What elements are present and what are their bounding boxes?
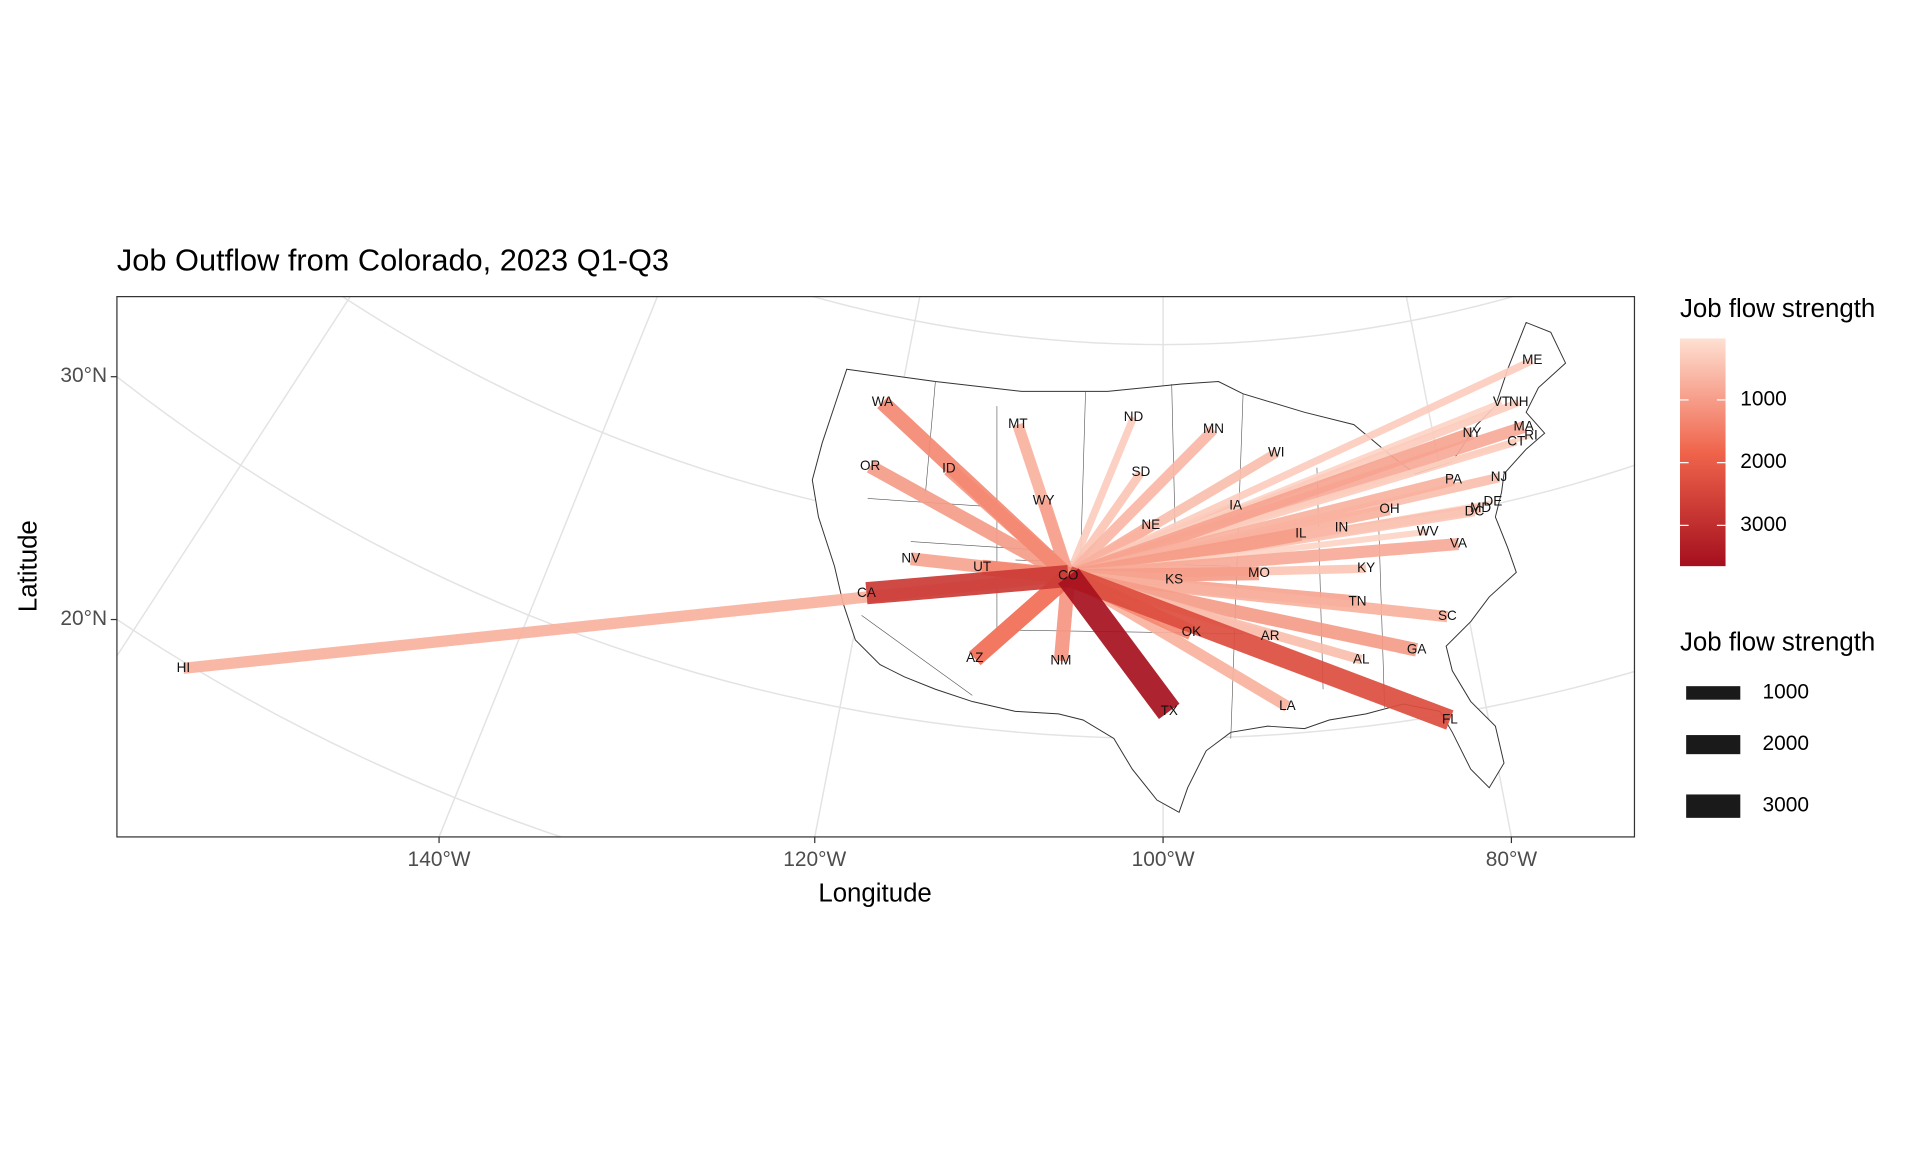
grid-line: [116, 618, 564, 837]
state-label: DE: [1484, 494, 1503, 509]
state-label: NH: [1509, 394, 1529, 409]
state-label: NM: [1050, 653, 1071, 668]
state-label: WV: [1417, 523, 1439, 538]
state-label: AZ: [966, 650, 983, 665]
state-label: NE: [1141, 517, 1160, 532]
color-legend-title: Job flow strength: [1680, 295, 1875, 323]
x-axis-label: Longitude: [818, 880, 931, 908]
state-label: KY: [1357, 560, 1375, 575]
state-label: ID: [942, 461, 956, 476]
colorbar: [1680, 338, 1726, 567]
colorbar-label: 1000: [1740, 387, 1787, 410]
colorbar-label: 2000: [1740, 450, 1787, 473]
y-axis-label: Latitude: [14, 520, 42, 612]
state-label: IN: [1335, 520, 1349, 535]
origin-label: CO: [1058, 568, 1078, 583]
legend: 1000 2000 3000 1000 2000 3000: [1680, 338, 1809, 818]
graticule-line: [116, 296, 352, 658]
grid-line: [813, 296, 921, 837]
state-label: ME: [1522, 352, 1542, 367]
flow-line: [1064, 425, 1218, 580]
flow-line: [866, 460, 1072, 582]
grid-line: [1405, 296, 1513, 837]
colorbar-label: 3000: [1740, 513, 1787, 536]
flow-line: [1064, 415, 1137, 578]
state-label: WI: [1268, 445, 1285, 460]
flow-line: [1066, 357, 1534, 580]
state-label: WY: [1033, 493, 1055, 508]
state-label: OH: [1379, 501, 1399, 516]
state-label: SD: [1132, 464, 1151, 479]
state-label: HI: [177, 660, 191, 675]
size-label: 2000: [1762, 732, 1809, 755]
state-label: MN: [1203, 421, 1224, 436]
state-label: PA: [1445, 472, 1462, 487]
state-label: IA: [1229, 497, 1242, 512]
state-label: OR: [860, 458, 881, 473]
size-key: [1686, 735, 1741, 755]
flow-line: [968, 569, 1075, 666]
state-label: SC: [1438, 608, 1457, 623]
state-label: DC: [1465, 504, 1485, 519]
state-label: RI: [1524, 427, 1538, 442]
state-label: CT: [1507, 433, 1525, 448]
state-label: OK: [1182, 624, 1202, 639]
x-tick-label: 80°W: [1486, 848, 1538, 871]
size-label: 3000: [1762, 794, 1809, 817]
state-label: GA: [1407, 641, 1427, 656]
state-label: VA: [1450, 536, 1467, 551]
x-tick-label: 120°W: [783, 848, 846, 871]
state-label: CA: [857, 585, 876, 600]
flow-line: [865, 564, 1070, 605]
state-label: FL: [1442, 712, 1458, 727]
state-label: UT: [973, 559, 991, 574]
y-tick-label: 30°N: [60, 364, 107, 387]
state-label: LA: [1279, 698, 1296, 713]
state-label: NJ: [1491, 469, 1508, 484]
state-label: AR: [1261, 628, 1280, 643]
state-label: IL: [1295, 526, 1307, 541]
state-label: VT: [1493, 394, 1510, 409]
state-label: TX: [1161, 703, 1178, 718]
axes: 140°W 120°W 100°W 80°W 20°N 30°N: [60, 364, 1537, 871]
size-legend-title: Job flow strength: [1680, 629, 1875, 657]
state-label: TN: [1349, 593, 1367, 608]
size-key: [1686, 686, 1741, 700]
state-label: MA: [1514, 419, 1534, 434]
flow-line: [1066, 427, 1475, 583]
state-label: AL: [1353, 651, 1370, 666]
y-tick-label: 20°N: [60, 607, 107, 630]
flow-line: [877, 396, 1074, 582]
flows: [182, 357, 1534, 730]
x-tick-label: 100°W: [1132, 848, 1195, 871]
state-label: MD: [1470, 500, 1491, 515]
state-label: ND: [1124, 409, 1144, 424]
flow-line: [1058, 568, 1180, 720]
state-label: MT: [1008, 416, 1028, 431]
x-tick-label: 140°W: [408, 848, 471, 871]
size-label: 1000: [1762, 680, 1809, 703]
panel-border: [116, 296, 1636, 838]
flow-line: [1064, 566, 1454, 730]
state-label: WA: [872, 394, 893, 409]
state-label: NY: [1463, 425, 1482, 440]
size-key: [1686, 794, 1741, 818]
grid-line: [438, 296, 659, 837]
state-label: NV: [901, 550, 920, 565]
state-label: KS: [1165, 571, 1183, 586]
state-label: MO: [1248, 565, 1270, 580]
chart-title: Job Outflow from Colorado, 2023 Q1-Q3: [117, 242, 669, 277]
